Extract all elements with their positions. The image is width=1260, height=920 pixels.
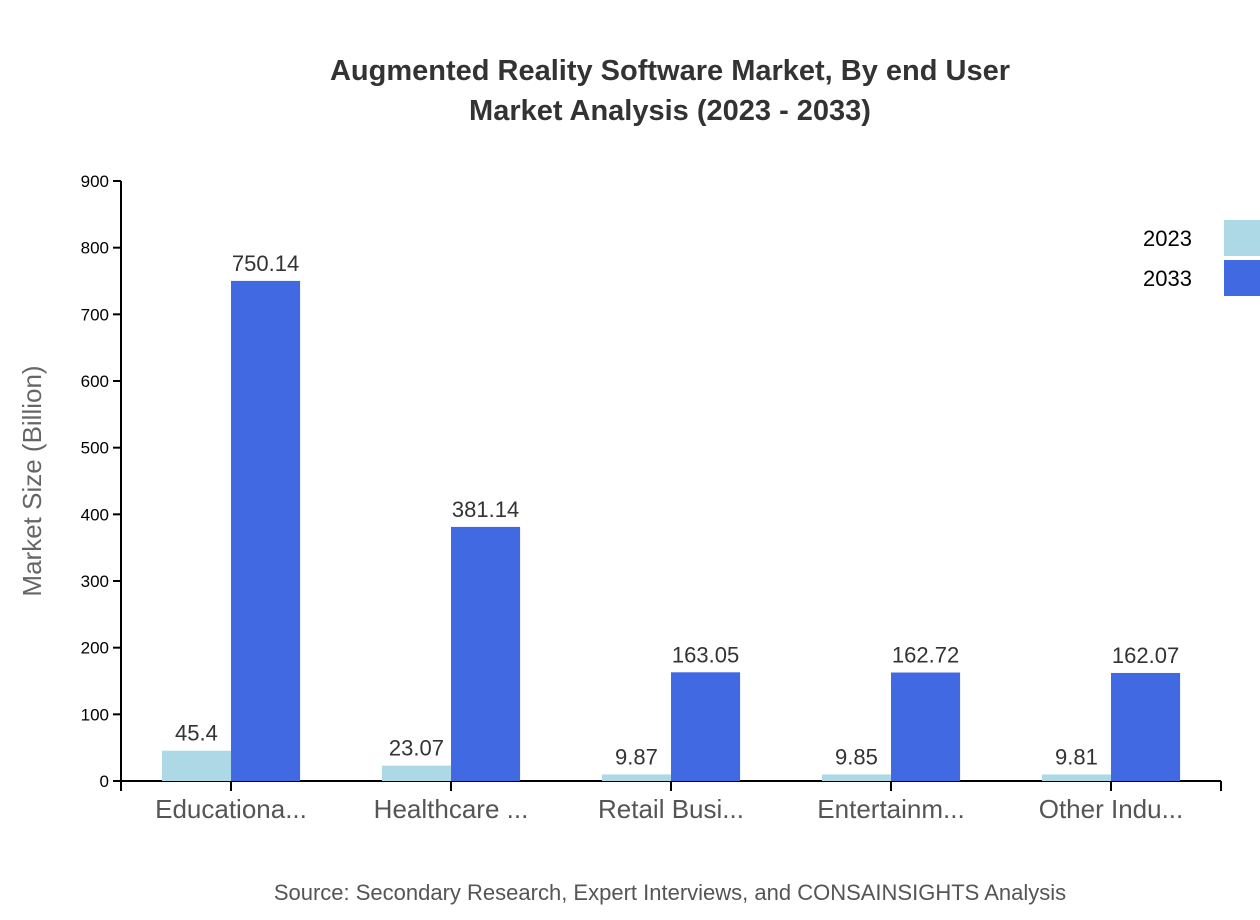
x-tick-label: Healthcare ... bbox=[374, 794, 529, 824]
data-label: 9.85 bbox=[835, 744, 878, 769]
x-tick-label: Entertainm... bbox=[817, 794, 964, 824]
bar-2023 bbox=[1041, 774, 1111, 781]
data-label: 750.14 bbox=[232, 251, 299, 276]
data-label: 45.4 bbox=[175, 721, 218, 746]
bar-2033 bbox=[891, 672, 961, 781]
bar-2033 bbox=[1111, 672, 1181, 781]
chart-title-line-1: Augmented Reality Software Market, By en… bbox=[330, 55, 1010, 87]
data-label: 381.14 bbox=[452, 497, 519, 522]
bar-2023 bbox=[161, 750, 231, 781]
x-tick-label: Retail Busi... bbox=[598, 794, 744, 824]
legend-label: 2023 bbox=[1143, 226, 1192, 251]
y-tick-label: 800 bbox=[81, 239, 109, 258]
bar-2033 bbox=[231, 280, 301, 781]
y-tick-label: 300 bbox=[81, 572, 109, 591]
y-tick-label: 900 bbox=[81, 172, 109, 191]
y-tick-label: 700 bbox=[81, 305, 109, 324]
data-label: 162.07 bbox=[1112, 643, 1179, 668]
y-tick-label: 100 bbox=[81, 705, 109, 724]
bar-2023 bbox=[821, 774, 891, 781]
y-tick-label: 500 bbox=[81, 439, 109, 458]
y-tick-label: 200 bbox=[81, 639, 109, 658]
x-tick-label: Educationa... bbox=[155, 794, 307, 824]
bar-2033 bbox=[451, 526, 521, 781]
bar-2023 bbox=[381, 765, 451, 781]
y-axis-label: Market Size (Billion) bbox=[17, 365, 47, 596]
chart-title-line-2: Market Analysis (2023 - 2033) bbox=[469, 95, 871, 127]
y-tick-label: 600 bbox=[81, 372, 109, 391]
legend-swatch-2023 bbox=[1224, 220, 1260, 256]
data-label: 162.72 bbox=[892, 643, 959, 668]
y-tick-label: 400 bbox=[81, 505, 109, 524]
x-tick-label: Other Indu... bbox=[1039, 794, 1184, 824]
data-label: 23.07 bbox=[389, 736, 444, 761]
y-tick-label: 0 bbox=[100, 772, 109, 791]
source-note: Source: Secondary Research, Expert Inter… bbox=[274, 880, 1066, 905]
bar-2033 bbox=[671, 672, 741, 781]
data-label: 163.05 bbox=[672, 642, 739, 667]
data-label: 9.81 bbox=[1055, 744, 1098, 769]
bar-2023 bbox=[601, 774, 671, 781]
legend-label: 2033 bbox=[1143, 266, 1192, 291]
legend-swatch-2033 bbox=[1224, 260, 1260, 296]
data-label: 9.87 bbox=[615, 744, 658, 769]
